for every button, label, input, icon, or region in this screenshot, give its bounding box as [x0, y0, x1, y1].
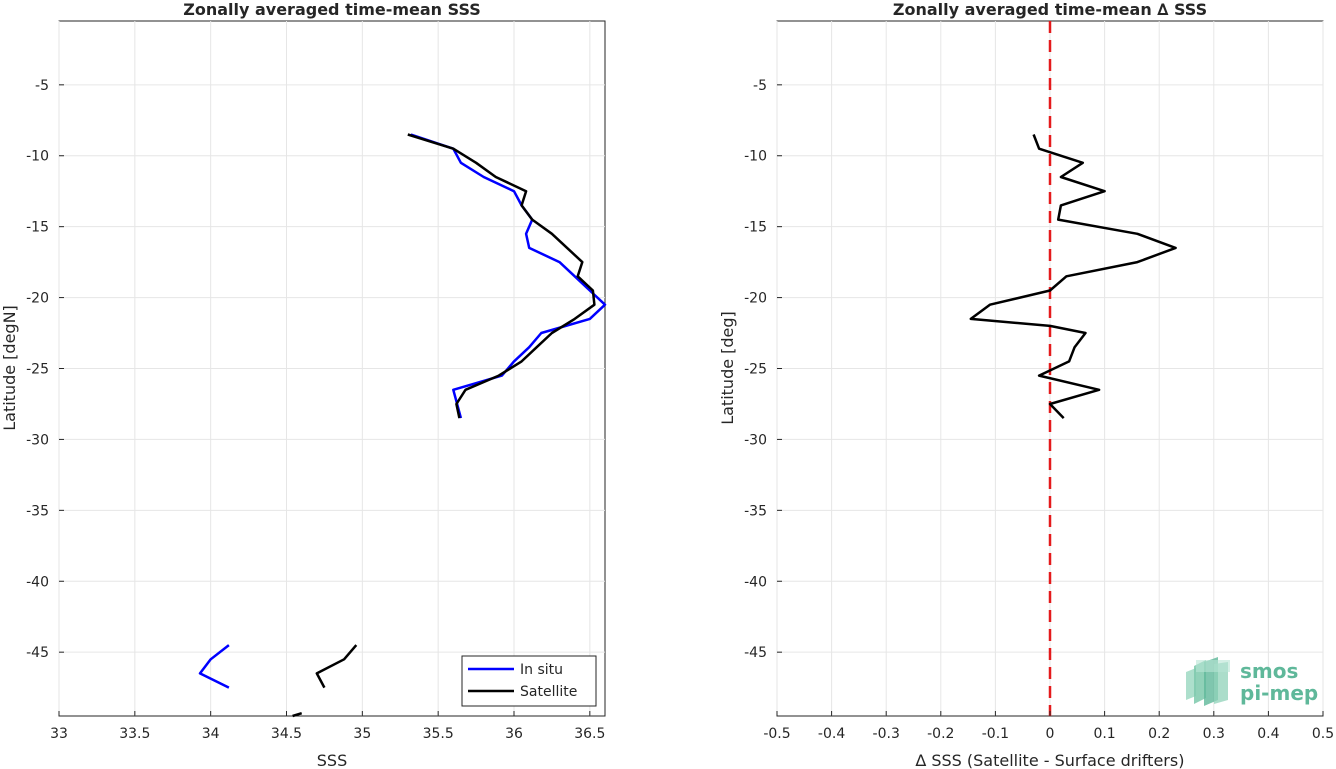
y-tick-label: -20 [26, 291, 49, 307]
chart-panel-sss: 33 33.5 34 34.5 35 35.5 36 36.5 -5 -10 -15 -20 -25 -3… [0, 0, 607, 769]
x-tick-label: 35 [353, 726, 371, 742]
y-tick-label: -10 [26, 149, 49, 165]
x-tick-label: -0.3 [873, 726, 900, 742]
y-tick-label: -35 [26, 503, 49, 519]
legend-box [461, 655, 597, 707]
legend-label-in-situ: In situ [520, 662, 563, 678]
ticks-left: 33 33.5 34 34.5 35 35.5 36 36.5 -5 -10 -15 -20 -25 -3… [26, 78, 605, 742]
x-axis-label-right: ∆ SSS (Satellite - Surface drifters) [915, 751, 1185, 769]
y-tick-label: -25 [744, 362, 767, 378]
x-tick-label: 36.5 [574, 726, 605, 742]
x-tick-label: 34.5 [271, 726, 302, 742]
x-tick-label: 0.4 [1257, 726, 1279, 742]
series-lines-right [969, 21, 1177, 716]
series-line-satellite [407, 133, 596, 419]
x-tick-label: 35.5 [423, 726, 454, 742]
logo-text-smos: smos [1240, 659, 1298, 683]
x-tick-label: -0.4 [818, 726, 845, 742]
y-tick-label: -5 [753, 78, 767, 94]
series-line-in-situ [198, 644, 230, 689]
legend: In situ Satellite [461, 655, 597, 707]
y-tick-label: -30 [26, 432, 49, 448]
x-tick-label: -0.5 [763, 726, 790, 742]
series-line-delta-sss [969, 134, 1177, 419]
x-tick-label: 36 [505, 726, 523, 742]
y-tick-label: -45 [26, 645, 49, 661]
y-tick-label: -35 [744, 503, 767, 519]
chart-title-right: Zonally averaged time-mean ∆ SSS [893, 0, 1207, 19]
x-tick-label: 0 [1046, 726, 1055, 742]
x-tick-label: 0.3 [1203, 726, 1225, 742]
x-tick-label: 0.1 [1093, 726, 1115, 742]
logo-text-pi-mep: pi-mep [1240, 681, 1318, 705]
logo-mark-icon [1186, 657, 1230, 706]
y-axis-label-right: Latitude [deg] [718, 311, 737, 425]
y-tick-label: -20 [744, 291, 767, 307]
x-tick-label: 0.2 [1148, 726, 1170, 742]
x-tick-label: 33 [50, 726, 68, 742]
y-tick-label: -15 [26, 220, 49, 236]
y-tick-label: -45 [744, 645, 767, 661]
smos-pi-mep-logo: smos pi-mep [1186, 657, 1318, 706]
series-line-satellite [292, 712, 303, 718]
x-tick-label: 34 [202, 726, 220, 742]
x-axis-label-left: SSS [317, 751, 347, 769]
y-tick-label: -10 [744, 149, 767, 165]
y-tick-label: -15 [744, 220, 767, 236]
y-tick-label: -25 [26, 362, 49, 378]
grid-left [58, 21, 605, 716]
y-tick-label: -40 [744, 574, 767, 590]
legend-label-satellite: Satellite [520, 684, 577, 700]
x-tick-label: -0.1 [982, 726, 1009, 742]
chart-panel-delta-sss: -0.5 -0.4 -0.3 -0.2 -0.1 0 0.1 0.2 0.3 0.4 0.5 -5 -1… [718, 0, 1334, 769]
y-tick-label: -30 [744, 432, 767, 448]
y-tick-label: -5 [35, 78, 49, 94]
series-line-satellite [315, 644, 358, 689]
series-line-in-situ [410, 133, 607, 419]
series-lines-left [198, 133, 607, 718]
y-axis-label-left: Latitude [degN] [0, 305, 19, 431]
x-tick-label: -0.2 [927, 726, 954, 742]
ticks-right: -0.5 -0.4 -0.3 -0.2 -0.1 0 0.1 0.2 0.3 0.4 0.5 -5 -1… [744, 78, 1334, 742]
y-tick-label: -40 [26, 574, 49, 590]
x-tick-label: 33.5 [119, 726, 150, 742]
chart-title-left: Zonally averaged time-mean SSS [183, 0, 481, 19]
x-tick-label: 0.5 [1312, 726, 1334, 742]
